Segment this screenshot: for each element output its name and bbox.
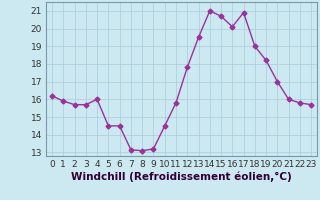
X-axis label: Windchill (Refroidissement éolien,°C): Windchill (Refroidissement éolien,°C) (71, 172, 292, 182)
